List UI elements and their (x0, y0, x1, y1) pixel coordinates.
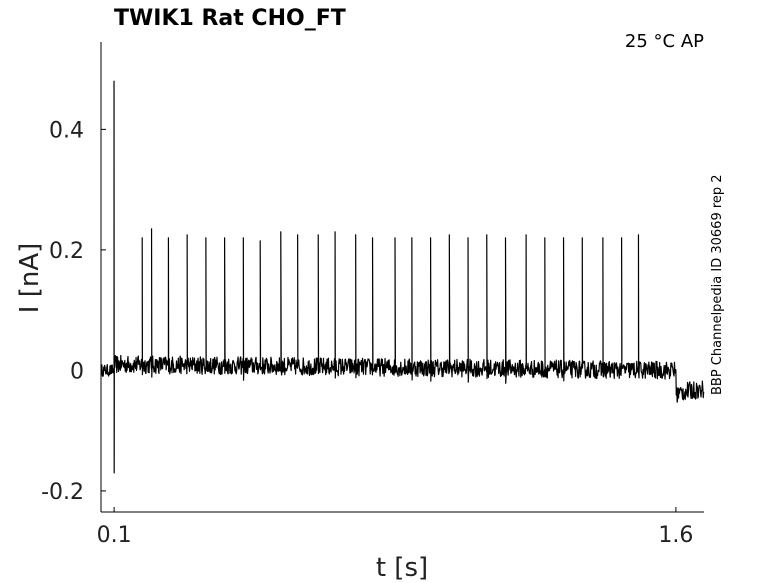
x-tick-label: 0.1 (97, 523, 132, 548)
x-tick-label: 1.6 (658, 523, 693, 548)
y-tick-label: 0.2 (49, 239, 84, 264)
chart-title: TWIK1 Rat CHO_FT (114, 6, 346, 31)
y-axis-label: I [nA] (15, 243, 45, 313)
side-label: BBP Channelpedia ID 30669 rep 2 (710, 174, 725, 395)
y-tick-label: 0 (70, 359, 84, 384)
y-tick-label: -0.2 (41, 480, 84, 505)
axes (100, 42, 704, 513)
condition-label: 25 °C AP (625, 31, 704, 52)
x-axis-label: t [s] (376, 553, 428, 583)
ticks: -0.2 0 0.2 0.4 0.1 1.6 (41, 118, 693, 548)
y-tick-label: 0.4 (49, 118, 84, 143)
current-trace (100, 80, 705, 474)
